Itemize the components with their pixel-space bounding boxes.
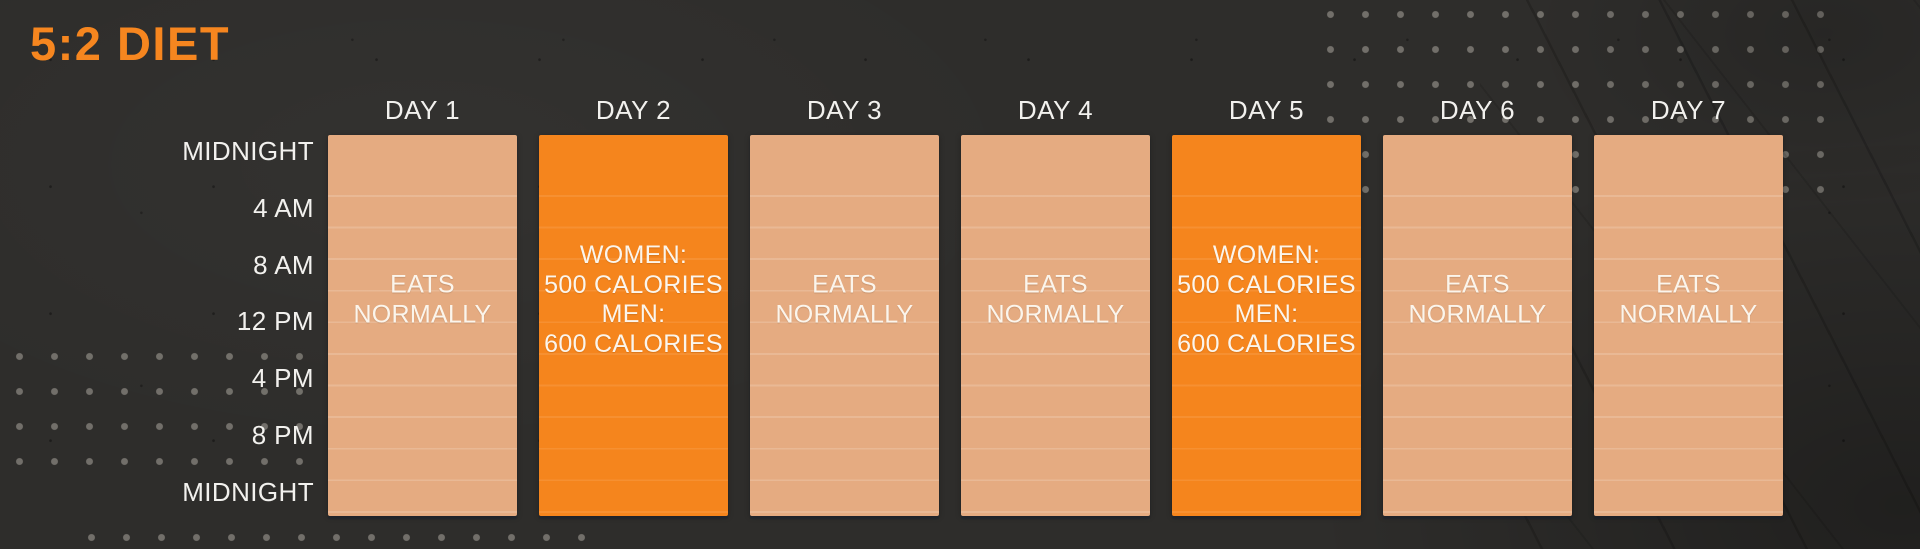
day-column-text-line: EATS [1023, 270, 1088, 299]
day-column-text-line: NORMALLY [1408, 300, 1547, 328]
time-axis-label: MIDNIGHT [182, 476, 314, 507]
day-column-text: EATS NORMALLY [956, 271, 1155, 330]
day-header: DAY 4 [1017, 95, 1094, 125]
normal-day-bar: EATS NORMALLY [328, 135, 517, 516]
time-axis-label: 8 PM [251, 420, 314, 451]
day-column-group-4: DAY 4 EATS NORMALLY [961, 0, 1150, 549]
day-column-group-6: DAY 6 EATS NORMALLY [1383, 0, 1572, 549]
time-axis-label: 4 AM [253, 192, 314, 223]
day-column-text-line: NORMALLY [986, 300, 1125, 328]
fasting-day-bar: WOMEN: 500 CALORIES MEN: 600 CALORIES [539, 135, 728, 516]
day-column-text-line: NORMALLY [775, 300, 914, 328]
day-column-text-line: WOMEN: [1212, 241, 1321, 269]
day-column-text-line: MEN: [1234, 300, 1299, 328]
day-column-text: EATS NORMALLY [1589, 271, 1788, 330]
day-column-text-line: EATS [390, 270, 455, 299]
day-column-text: EATS NORMALLY [323, 271, 522, 330]
day-column-text-line: EATS [1445, 270, 1510, 299]
time-axis-label: 4 PM [251, 363, 314, 394]
fasting-day-bar: WOMEN: 500 CALORIES MEN: 600 CALORIES [1172, 135, 1361, 516]
day-column-text-line: 600 CALORIES [1177, 329, 1356, 358]
day-header: DAY 7 [1650, 95, 1727, 125]
day-column-group-5: DAY 5 WOMEN: 500 CALORIES MEN: 600 CALORIES [1172, 0, 1361, 549]
day-column-text: WOMEN: 500 CALORIES MEN: 600 CALORIES [1167, 241, 1366, 359]
day-column-group-1: DAY 1 EATS NORMALLY [328, 0, 517, 549]
day-header: DAY 3 [806, 95, 883, 125]
time-axis: MIDNIGHT 4 AM 8 AM 12 PM 4 PM 8 PM MIDNIGHT [0, 0, 314, 549]
time-axis-label: MIDNIGHT [182, 136, 314, 166]
day-column-text-line: 600 CALORIES [544, 329, 723, 358]
day-column-text-line: MEN: [601, 300, 666, 328]
day-column-text: EATS NORMALLY [1378, 271, 1577, 330]
day-column-text-line: WOMEN: [579, 241, 688, 269]
chart-title: 5:2 DIET [30, 17, 231, 70]
time-axis-label: 8 AM [253, 249, 314, 280]
day-column-group-3: DAY 3 EATS NORMALLY [750, 0, 939, 549]
day-header: DAY 6 [1439, 95, 1516, 125]
day-column-group-7: DAY 7 EATS NORMALLY [1594, 0, 1783, 549]
normal-day-bar: EATS NORMALLY [1594, 135, 1783, 516]
day-column-text-line: EATS [1656, 270, 1721, 299]
day-column-text-line: NORMALLY [353, 300, 492, 328]
day-header: DAY 2 [595, 95, 672, 125]
normal-day-bar: EATS NORMALLY [1383, 135, 1572, 516]
normal-day-bar: EATS NORMALLY [961, 135, 1150, 516]
day-column-text-line: NORMALLY [1619, 300, 1758, 328]
day-column-text: WOMEN: 500 CALORIES MEN: 600 CALORIES [534, 241, 733, 359]
day-column-text-line: 500 CALORIES [1177, 270, 1356, 299]
day-header: DAY 1 [384, 95, 461, 125]
time-axis-label: 12 PM [236, 306, 314, 337]
day-column-group-2: DAY 2 WOMEN: 500 CALORIES MEN: 600 CALORIES [539, 0, 728, 549]
day-column-text-line: 500 CALORIES [544, 270, 723, 299]
day-header: DAY 5 [1228, 95, 1305, 125]
normal-day-bar: EATS NORMALLY [750, 135, 939, 516]
day-column-text-line: EATS [812, 270, 877, 299]
day-column-text: EATS NORMALLY [745, 271, 944, 330]
